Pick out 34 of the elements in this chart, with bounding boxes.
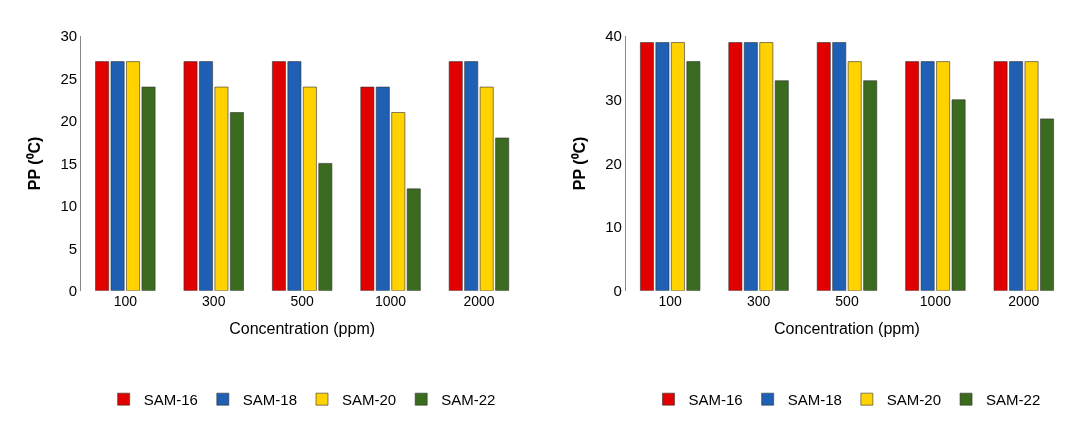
- y-tick-label: 25: [60, 69, 78, 87]
- x-tick-label: 100: [658, 292, 683, 309]
- x-tick-label: 500: [290, 292, 315, 309]
- legend-label: SAM-18: [242, 391, 298, 409]
- x-tick-label: 100: [113, 292, 138, 309]
- legend-label: SAM-16: [143, 391, 198, 409]
- legend-label: SAM-20: [886, 391, 942, 409]
- y-axis-title: PP (⁰C): [26, 136, 44, 191]
- x-tick-label: 300: [746, 292, 771, 309]
- y-tick-label: 0: [613, 281, 622, 299]
- y-tick-label: 20: [60, 112, 78, 130]
- legend-label: SAM-18: [787, 391, 842, 409]
- y-axis-title: PP (⁰C): [571, 136, 589, 191]
- legend-label: SAM-22: [986, 391, 1041, 409]
- y-tick-label: 20: [605, 154, 622, 172]
- x-tick-label: 1000: [374, 292, 407, 309]
- x-tick-label: 2000: [463, 292, 495, 309]
- y-tick-label: 0: [68, 281, 78, 299]
- y-tick-label: 15: [60, 154, 78, 172]
- x-axis-title: Concentration (ppm): [774, 320, 920, 338]
- x-tick-label: 1000: [919, 292, 952, 309]
- legend-label: SAM-16: [688, 391, 743, 409]
- y-tick-label: 10: [605, 218, 622, 236]
- x-tick-label: 500: [835, 292, 859, 309]
- y-tick-label: 5: [68, 239, 78, 257]
- y-tick-label: 30: [605, 91, 622, 109]
- legend-label: SAM-20: [342, 391, 397, 409]
- y-tick-label: 30: [60, 27, 78, 45]
- x-tick-label: 2000: [1008, 292, 1040, 309]
- x-axis-title: Concentration (ppm): [229, 320, 376, 338]
- y-tick-label: 10: [60, 197, 78, 215]
- legend-label: SAM-22: [441, 391, 496, 409]
- y-tick-label: 40: [605, 27, 622, 45]
- x-tick-label: 300: [202, 292, 226, 309]
